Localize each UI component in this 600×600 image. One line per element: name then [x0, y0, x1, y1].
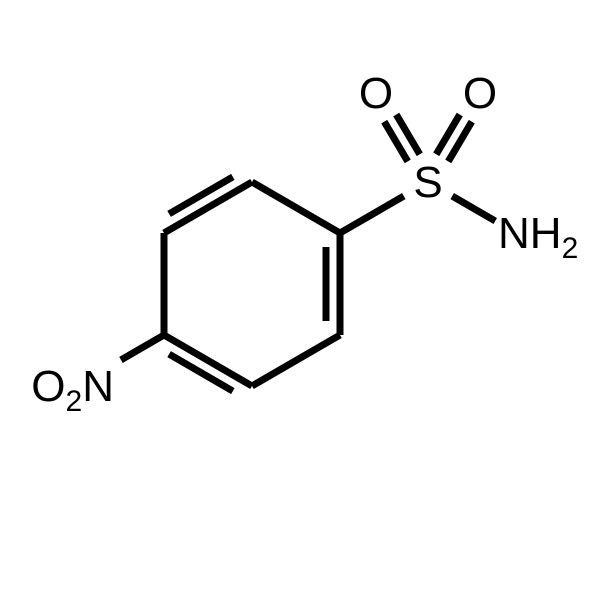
bonds-layer	[121, 115, 495, 392]
molecule-diagram: SO O NH2 O2N	[0, 0, 600, 600]
labels-layer: SO O NH2 O2N	[31, 69, 578, 418]
bond-line	[121, 335, 164, 360]
bond-line	[252, 182, 340, 233]
atom-label: S	[413, 158, 442, 207]
atom-label-o2n: O2N	[31, 362, 114, 418]
atom-label: O	[463, 69, 497, 118]
atom-label: O	[359, 69, 393, 118]
bond-line	[252, 335, 340, 386]
atom-label-nh2: NH2	[498, 209, 578, 265]
bond-line	[340, 196, 404, 233]
bond-line	[452, 196, 495, 221]
